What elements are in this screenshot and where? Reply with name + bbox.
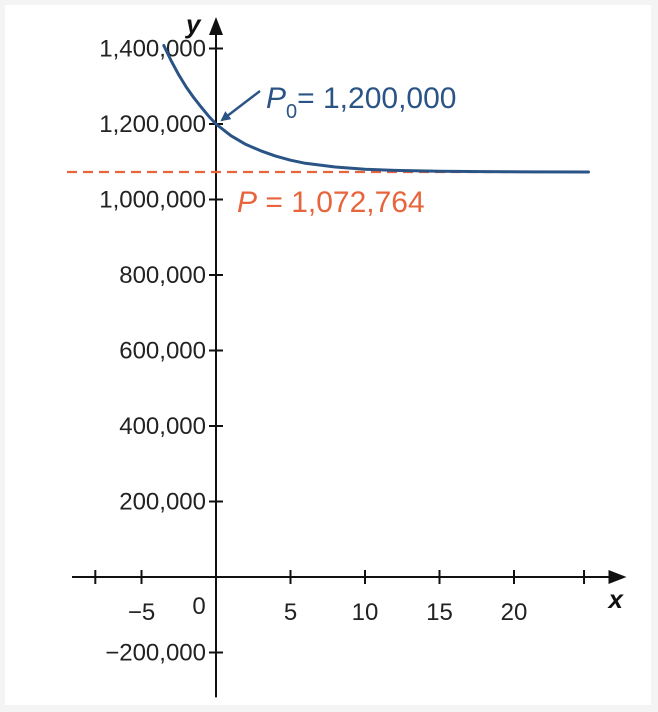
x-tick-label: 20	[501, 599, 528, 626]
y-axis-title: y	[184, 9, 202, 39]
x-tick-label: 5	[284, 599, 297, 626]
x-tick-label: −5	[128, 599, 155, 626]
y-tick-label: −200,000	[105, 640, 206, 667]
y-tick-label: 600,000	[119, 338, 206, 365]
annotation-p0-subscript: 0	[286, 101, 297, 123]
annotation-limit-symbol: P	[237, 186, 257, 219]
y-tick-label: 1,000,000	[99, 187, 206, 214]
y-tick-label: 400,000	[119, 413, 206, 440]
x-axis-title: x	[607, 584, 625, 614]
annotation-p0: P0= 1,200,000	[266, 82, 456, 123]
y-tick-label: 1,200,000	[99, 111, 206, 138]
x-axis-arrow	[608, 570, 627, 584]
ticks: −5 5 10 15 20 0 −200,000 200,000 400,000 600,000 8…	[94, 36, 586, 667]
y-axis-arrow	[209, 17, 223, 35]
series-layer	[162, 44, 590, 174]
chart-svg: xy −5 5 10 15 200−200,000200,000400,000600,0…	[67, 9, 627, 698]
annotation-p0-symbol: P	[266, 82, 286, 115]
annotation-limit-value: = 1,072,764	[257, 186, 425, 219]
x-tick-label: 15	[426, 599, 453, 626]
x-tick-label: 10	[352, 599, 379, 626]
annotation-limit: P = 1,072,764	[237, 186, 425, 219]
annotation-arrow	[220, 90, 261, 122]
y-tick-label: 1,400,000	[99, 36, 206, 63]
series-line-0	[162, 44, 590, 174]
y-tick-label: 200,000	[119, 489, 206, 516]
axes: xy	[72, 9, 627, 698]
annotation-p0-value: = 1,200,000	[297, 82, 456, 115]
y-tick-label: 800,000	[119, 262, 206, 289]
origin-label: 0	[192, 593, 205, 620]
